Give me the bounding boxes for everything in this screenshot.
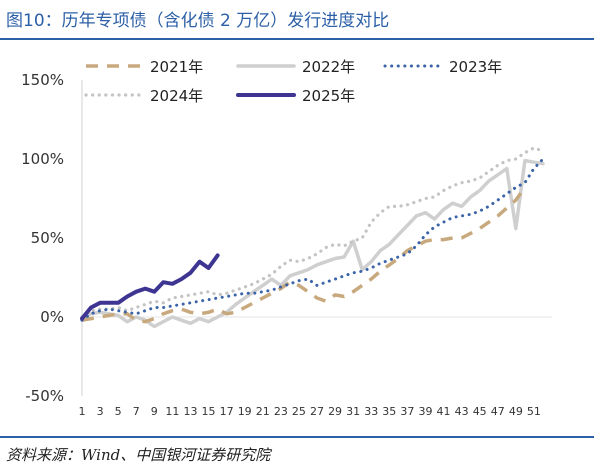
y-tick-label: 50%	[31, 229, 64, 247]
x-tick-label: 31	[346, 405, 360, 418]
chart: -50%0%50%100%150%1 3 5 7 9 11 13 15 17 19 21 23 25 27…	[21, 58, 552, 418]
y-tick-label: 100%	[21, 150, 64, 168]
bottom-divider	[0, 436, 594, 438]
series-line-0	[81, 186, 527, 324]
legend-label-1: 2022年	[302, 58, 355, 76]
x-tick-label: 25	[292, 405, 306, 418]
x-tick-label: 45	[473, 405, 487, 418]
x-tick-label: 49	[509, 405, 523, 418]
x-tick-label: 37	[400, 405, 414, 418]
x-tick-label: 11	[165, 405, 179, 418]
x-tick-label: 9	[151, 405, 158, 418]
x-tick-label: 17	[220, 405, 234, 418]
x-tick-label: 13	[183, 405, 197, 418]
x-tick-label: 33	[364, 405, 378, 418]
x-tick-label: 41	[437, 405, 451, 418]
x-tick-label: 21	[256, 405, 270, 418]
x-tick-label: 35	[382, 405, 396, 418]
x-tick-label: 3	[97, 405, 104, 418]
x-tick-label: 15	[202, 405, 216, 418]
series-line-2	[80, 157, 545, 322]
x-tick-label: 5	[115, 405, 122, 418]
legend-label-3: 2024年	[150, 87, 203, 105]
chart-title: 图10：历年专项债（含化债 2 万亿）发行进度对比	[6, 11, 390, 31]
legend-label-4: 2025年	[302, 87, 355, 105]
source-note: 资料来源：Wind、中国银河证券研究院	[6, 446, 271, 464]
x-tick-label: 47	[491, 405, 505, 418]
x-tick-label: 29	[328, 405, 342, 418]
y-tick-label: -50%	[25, 387, 64, 405]
series-line-4	[80, 253, 220, 321]
x-tick-label: 7	[133, 405, 140, 418]
top-divider	[0, 38, 594, 40]
x-tick-label: 1	[79, 405, 86, 418]
x-tick-label: 51	[527, 405, 541, 418]
series-line-1	[80, 158, 545, 329]
x-tick-label: 43	[455, 405, 469, 418]
x-tick-label: 23	[274, 405, 288, 418]
y-tick-label: 150%	[21, 71, 64, 89]
legend-label-2: 2023年	[449, 58, 502, 76]
y-tick-label: 0%	[40, 308, 64, 326]
x-tick-label: 19	[238, 405, 252, 418]
x-tick-label: 27	[310, 405, 324, 418]
legend-label-0: 2021年	[150, 58, 203, 76]
x-tick-label: 39	[418, 405, 432, 418]
